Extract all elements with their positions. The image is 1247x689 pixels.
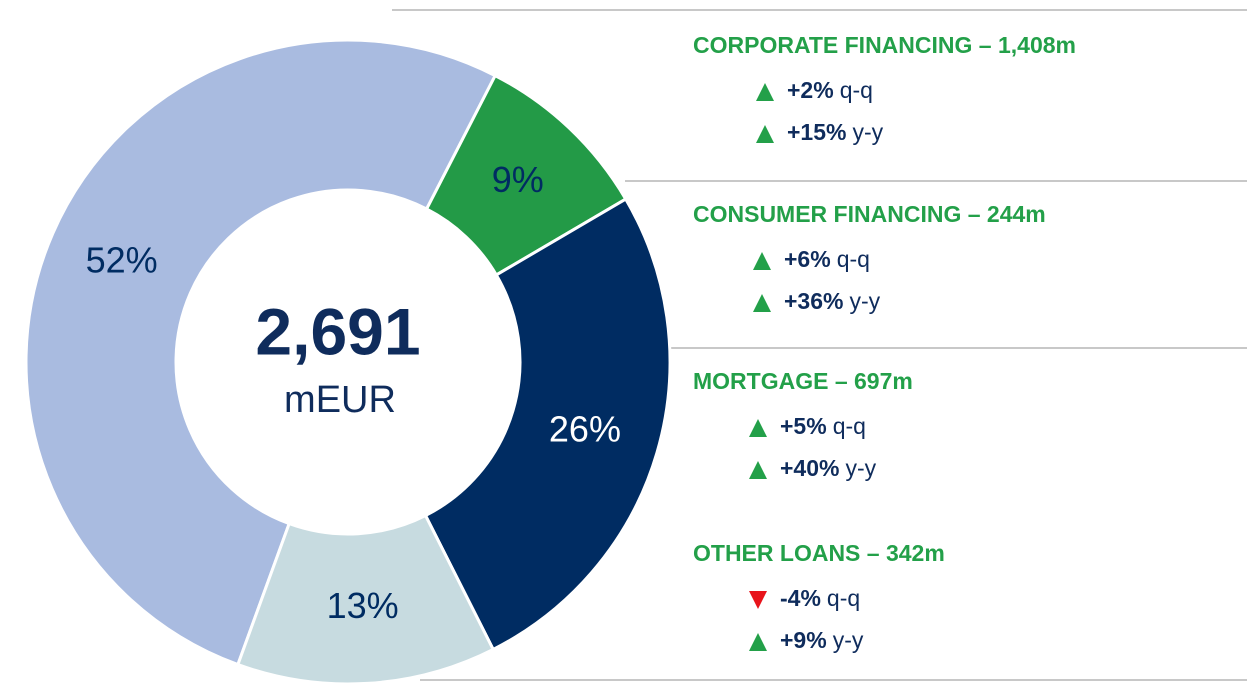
change: +9% y-y (780, 627, 864, 653)
arrow-up (749, 461, 767, 479)
change: +5% q-q (780, 413, 866, 439)
arrow-up (749, 419, 767, 437)
slice-label: 13% (327, 585, 399, 626)
change-value: +9% (780, 627, 827, 653)
legend-title: MORTGAGE – 697m (693, 368, 913, 394)
donut: 52% 9% 26% 13% (24, 38, 672, 686)
change-value: +15% (787, 119, 846, 145)
arrow-up (756, 125, 774, 143)
change-period: q-q (837, 246, 870, 272)
change-value: +40% (780, 455, 839, 481)
change-value: +36% (784, 288, 843, 314)
donut-slice (423, 197, 672, 652)
arrow-up (756, 83, 774, 101)
change: +6% q-q (784, 246, 870, 272)
slice-label: 52% (86, 240, 158, 281)
change: +40% y-y (780, 455, 877, 481)
change-value: -4% (780, 585, 821, 611)
change: -4% q-q (780, 585, 860, 611)
change: +2% q-q (787, 77, 873, 103)
center-unit: mEUR (284, 379, 396, 421)
slice-label: 26% (549, 408, 621, 449)
change-period: q-q (840, 77, 873, 103)
change-period: y-y (852, 119, 883, 145)
arrow-up (753, 294, 771, 312)
arrow-down (749, 591, 767, 609)
slice-label: 9% (492, 159, 544, 200)
donut-slice (24, 38, 498, 667)
center-value: 2,691 (255, 294, 420, 368)
change-period: q-q (833, 413, 866, 439)
arrow-up (753, 252, 771, 270)
change-value: +6% (784, 246, 831, 272)
donut-slice (235, 513, 496, 686)
change: +15% y-y (787, 119, 884, 145)
change-period: q-q (827, 585, 860, 611)
legend-title: OTHER LOANS – 342m (693, 540, 945, 566)
legend: CORPORATE FINANCING – 1,408m+2% q-q+15% y-… (693, 32, 1076, 653)
legend-title: CORPORATE FINANCING – 1,408m (693, 32, 1076, 58)
change-value: +2% (787, 77, 834, 103)
change: +36% y-y (784, 288, 881, 314)
legend-title: CONSUMER FINANCING – 244m (693, 201, 1046, 227)
change-period: y-y (845, 455, 876, 481)
change-period: y-y (833, 627, 864, 653)
arrow-up (749, 633, 767, 651)
change-period: y-y (849, 288, 880, 314)
change-value: +5% (780, 413, 827, 439)
